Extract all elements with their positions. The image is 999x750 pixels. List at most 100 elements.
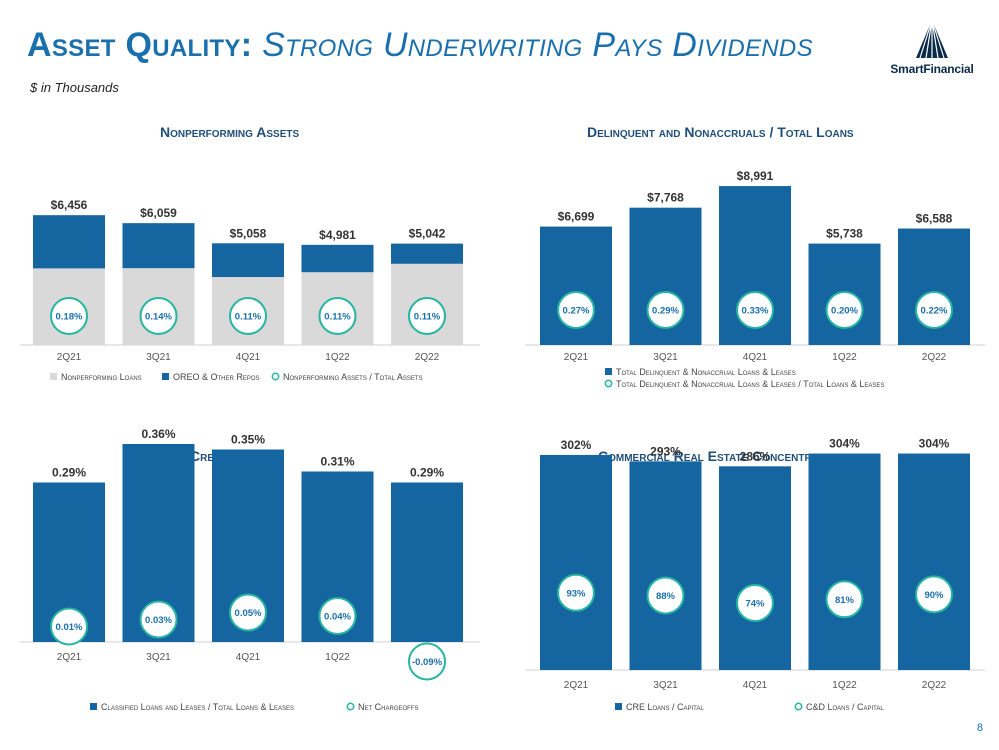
- legend-label: Nonperforming Assets / Total Assets: [283, 372, 423, 382]
- data-label: $5,738: [826, 227, 863, 241]
- bar-oreo-repos: [212, 243, 284, 278]
- tick-label: 4Q21: [743, 680, 768, 691]
- legend-label: Nonperforming Loans: [61, 372, 142, 382]
- chart-nonperforming-assets: $6,456 2Q21 0.18% $6,059 3Q21 0.14% $5,058 4Q21…: [20, 198, 480, 382]
- tick-label: 3Q21: [653, 680, 678, 691]
- data-label: 286%: [740, 449, 771, 463]
- ratio-label: 90%: [924, 590, 944, 601]
- ratio-marker: [557, 573, 595, 612]
- ratio-marker: [557, 291, 595, 329]
- page-number: 8: [976, 722, 983, 734]
- data-label: 0.36%: [141, 427, 175, 441]
- tick-label: 4Q21: [236, 352, 261, 363]
- data-label: 304%: [829, 437, 860, 451]
- bar: [540, 454, 612, 670]
- legend-swatch: [605, 368, 612, 375]
- data-label: 0.29%: [52, 466, 86, 480]
- page-title: Asset Quality: Strong Underwriting Pays …: [27, 26, 813, 65]
- logo-mark-icon: [916, 19, 948, 59]
- ratio-label: 0.03%: [145, 615, 172, 626]
- chart-cre-concentration: 302% 2Q21 93% 293% 3Q21 88% 286% 4Q21 74% 304% 1Q2…: [525, 437, 985, 712]
- ratio-label: 0.05%: [235, 608, 262, 619]
- ratio-label: 0.11%: [414, 312, 441, 323]
- legend-swatch: [50, 373, 57, 380]
- ratio-marker: [139, 297, 178, 335]
- data-label: 0.29%: [410, 466, 444, 480]
- ratio-marker: [50, 297, 88, 335]
- data-label: $8,991: [737, 169, 774, 183]
- ratio-marker: [915, 291, 953, 329]
- ratio-marker: [825, 580, 864, 619]
- legend-swatch-circle: [604, 379, 613, 388]
- ratio-label: 93%: [566, 588, 586, 599]
- ratio-marker: [318, 297, 357, 335]
- chart-title-npa: Nonperforming Assets: [160, 124, 300, 140]
- tick-label: 1Q22: [325, 652, 350, 663]
- chart-title-delinq: Delinquent and Nonaccruals / Total Loans: [587, 124, 854, 140]
- tick-label: 2Q22: [922, 352, 947, 363]
- data-label: 293%: [650, 444, 681, 458]
- data-label: $5,058: [230, 226, 267, 240]
- company-logo: SmartFinancial: [884, 18, 980, 78]
- legend-label: Total Delinquent & Nonaccrual Loans & Le…: [616, 367, 796, 377]
- ratio-marker: [736, 291, 774, 329]
- ratio-label: 0.33%: [742, 306, 769, 317]
- data-label: $6,699: [558, 210, 595, 224]
- data-label: $6,059: [140, 206, 177, 220]
- data-label: 304%: [919, 437, 950, 451]
- tick-label: 2Q22: [415, 352, 440, 363]
- legend-label: Total Delinquent & Nonaccrual Loans & Le…: [616, 379, 884, 389]
- ratio-marker: [408, 642, 446, 681]
- ratio-marker: [646, 576, 685, 615]
- ratio-label: -0.09%: [412, 657, 443, 668]
- legend-swatch-circle: [271, 372, 280, 381]
- ratio-marker: [915, 575, 953, 614]
- legend-swatch: [162, 373, 169, 380]
- ratio-label: 88%: [656, 591, 676, 602]
- bar: [719, 466, 791, 670]
- ratio-marker: [139, 600, 178, 639]
- bar: [391, 482, 463, 642]
- ratio-marker: [646, 291, 685, 329]
- tick-label: 1Q22: [832, 680, 857, 691]
- data-label: $5,042: [409, 227, 446, 241]
- data-label: 0.35%: [231, 433, 265, 447]
- ratio-label: 74%: [745, 599, 765, 610]
- legend-label: OREO & Other Repos: [173, 372, 260, 382]
- tick-label: 2Q21: [564, 680, 589, 691]
- ratio-label: 0.11%: [235, 312, 262, 323]
- bar-oreo-repos: [33, 215, 105, 269]
- legend-swatch: [615, 703, 622, 710]
- chart-credit-quality: 0.29% 2Q21 0.01% 0.36% 3Q21 0.03% 0.35% 4Q21 0.0…: [20, 427, 480, 712]
- tick-label: 2Q21: [57, 352, 82, 363]
- bar: [629, 461, 702, 670]
- bar-oreo-repos: [391, 243, 463, 264]
- legend-label: Classified Loans and Leases / Total Loan…: [101, 702, 294, 712]
- page-title-main: Asset Quality:: [27, 26, 253, 64]
- data-label: $6,588: [916, 212, 953, 226]
- data-label: 302%: [561, 438, 592, 452]
- legend-swatch: [90, 703, 97, 710]
- tick-label: 1Q22: [832, 352, 857, 363]
- data-label: $4,981: [319, 228, 356, 242]
- page-title-sub: Strong Underwriting Pays Dividends: [262, 26, 813, 64]
- tick-label: 2Q22: [922, 680, 947, 691]
- ratio-marker: [50, 607, 88, 646]
- ratio-marker: [825, 291, 864, 329]
- tick-label: 3Q21: [146, 352, 171, 363]
- ratio-label: 0.14%: [145, 312, 172, 323]
- tick-label: 2Q21: [57, 652, 82, 663]
- tick-label: 1Q22: [325, 352, 350, 363]
- tick-label: 4Q21: [236, 652, 261, 663]
- ratio-label: 81%: [835, 595, 855, 606]
- tick-label: 3Q21: [653, 352, 678, 363]
- legend-swatch-circle: [346, 702, 355, 711]
- legend-label: Net Chargeoffs: [358, 702, 419, 712]
- ratio-marker: [736, 584, 774, 623]
- chart-title-cre: Commercial Real Estate Concentration: [598, 448, 843, 464]
- bar-oreo-repos: [301, 244, 374, 273]
- ratio-label: 0.27%: [563, 306, 590, 317]
- bar: [808, 453, 881, 670]
- legend-label: C&D Loans / Capital: [806, 702, 884, 712]
- tick-label: 3Q21: [146, 652, 171, 663]
